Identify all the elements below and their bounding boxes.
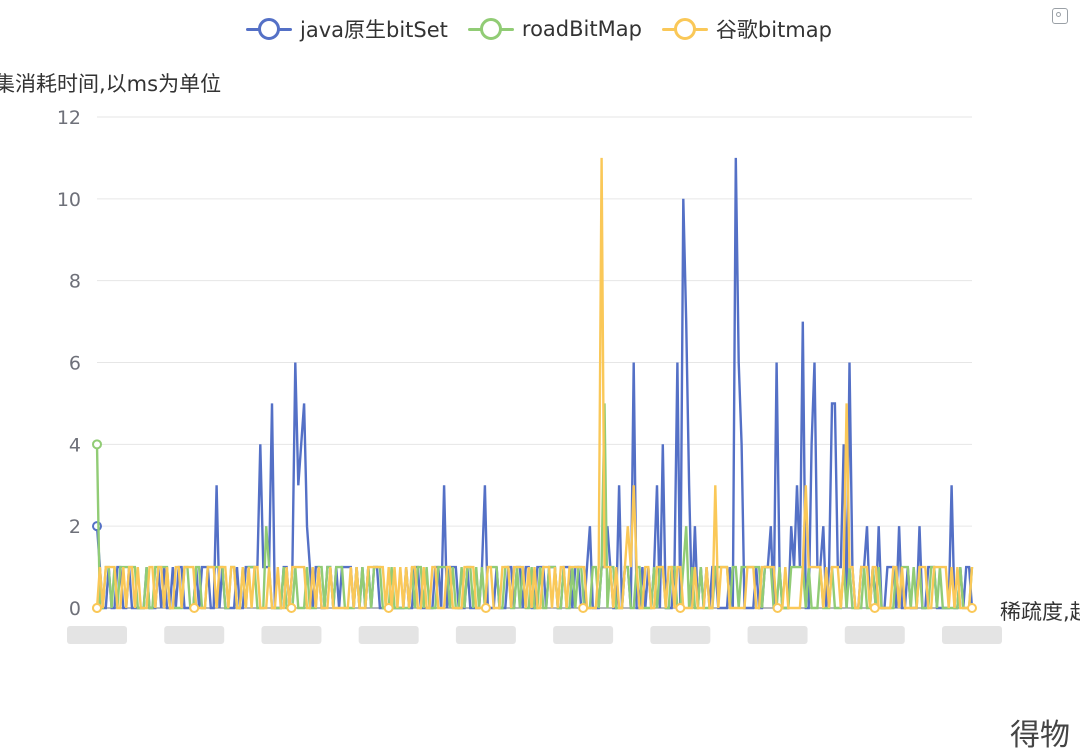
x-tick-marker: [92, 603, 102, 613]
series-line: [95, 157, 974, 610]
y-tick-label: 0: [69, 598, 81, 620]
y-axis-title: 集消耗时间,以ms为单位: [0, 72, 222, 96]
legend-marker-icon: [467, 18, 514, 40]
legend-item-java-bitset[interactable]: java原生bitSet: [246, 14, 448, 44]
x-tick-label-blurred: [650, 626, 711, 644]
y-tick-label: 6: [69, 353, 81, 375]
watermark-logo: 得物: [1010, 718, 1070, 753]
image-search-icon[interactable]: [1052, 8, 1068, 24]
x-tick-label-blurred: [844, 626, 905, 644]
y-tick-label: 8: [69, 271, 81, 293]
x-tick-marker: [675, 603, 686, 613]
x-tick-label-blurred: [261, 626, 322, 644]
x-tick-label-blurred: [747, 626, 808, 644]
series-point: [92, 439, 102, 450]
x-tick-marker: [480, 603, 491, 613]
x-axis-title: 稀疏度,越: [1000, 600, 1080, 624]
y-tick-label: 10: [57, 189, 81, 211]
x-tick-label-blurred: [164, 626, 225, 644]
legend-label: java原生bitSet: [300, 18, 448, 42]
legend-marker-icon: [246, 18, 292, 40]
x-tick-label-blurred: [942, 626, 1002, 644]
legend-item-google-bitmap[interactable]: 谷歌bitmap: [661, 14, 832, 44]
y-tick-label: 2: [69, 516, 81, 538]
x-tick-marker: [286, 603, 297, 613]
x-tick-label-blurred: [358, 626, 419, 644]
x-tick-label-blurred: [67, 626, 127, 644]
series-point: [92, 521, 102, 532]
legend-label: 谷歌bitmap: [715, 18, 832, 42]
legend-item-road-bitmap[interactable]: roadBitMap: [467, 17, 642, 41]
x-tick-marker: [967, 603, 977, 613]
y-tick-label: 4: [69, 434, 81, 456]
x-tick-marker: [189, 603, 200, 613]
x-tick-label-blurred: [553, 626, 614, 644]
x-tick-marker: [383, 603, 394, 613]
x-tick-marker: [772, 603, 783, 613]
legend-marker-icon: [661, 18, 708, 40]
legend-label: roadBitMap: [521, 17, 642, 41]
chart-legend: java原生bitSet roadBitMap 谷歌bitmap: [246, 14, 832, 44]
x-tick-marker: [578, 603, 589, 613]
y-tick-label: 12: [57, 107, 81, 129]
x-tick-marker: [869, 603, 880, 613]
series-line: [95, 157, 974, 610]
x-tick-label-blurred: [455, 626, 516, 644]
